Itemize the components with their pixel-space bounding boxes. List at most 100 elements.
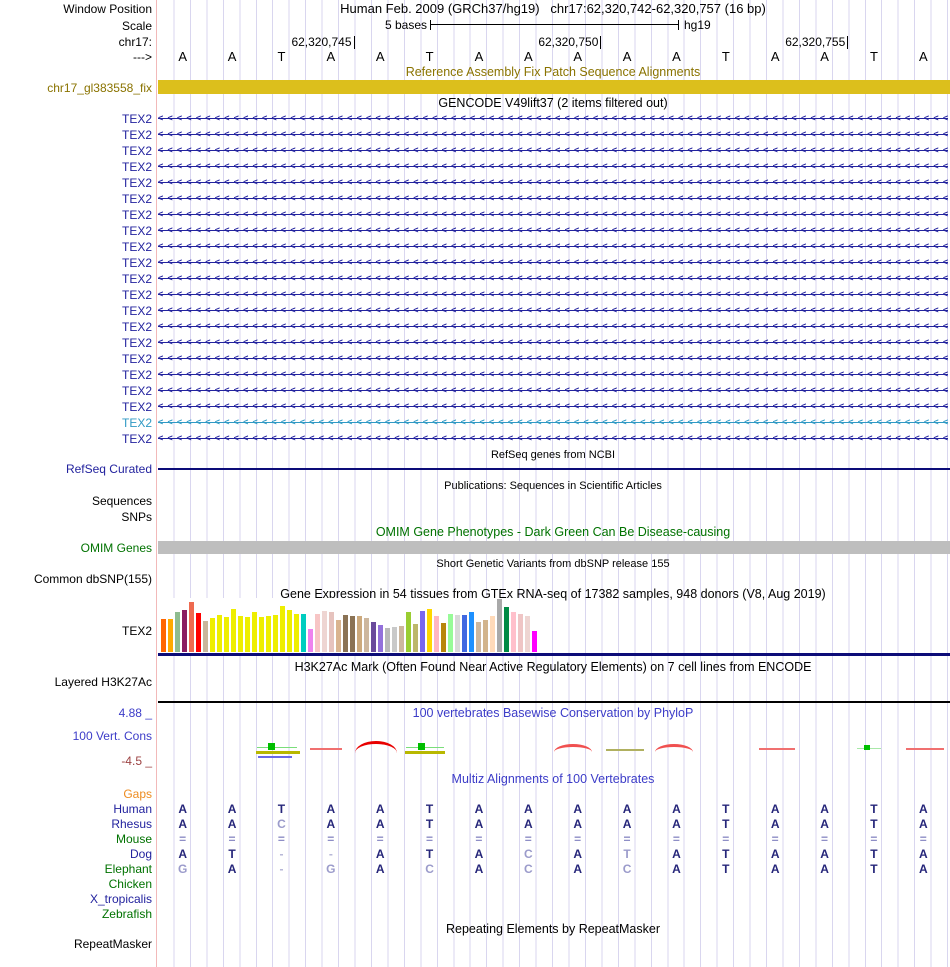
conservation-mark[interactable] — [906, 748, 944, 750]
gencode-gene-label[interactable]: TEX2 — [121, 352, 152, 366]
gencode-gene-model[interactable]: <<<<<<<<<<<<<<<<<<<<<<<<<<<<<<<<<<<<<<<<… — [158, 224, 948, 238]
snps-label[interactable]: SNPs — [121, 510, 152, 524]
gencode-gene-model[interactable]: <<<<<<<<<<<<<<<<<<<<<<<<<<<<<<<<<<<<<<<<… — [158, 192, 948, 206]
gencode-gene-label[interactable]: TEX2 — [121, 256, 152, 270]
gencode-gene-label[interactable]: TEX2 — [121, 160, 152, 174]
conservation-mark[interactable] — [606, 749, 644, 751]
multiz-species-label[interactable]: Rhesus — [111, 817, 152, 831]
gtex-tissue-bar[interactable] — [175, 612, 180, 652]
multiz-species-label[interactable]: Dog — [129, 847, 152, 861]
gtex-tissue-bar[interactable] — [266, 616, 271, 652]
gencode-gene-label[interactable]: TEX2 — [121, 208, 152, 222]
sequences-label[interactable]: Sequences — [91, 494, 152, 508]
gtex-tissue-bar[interactable] — [518, 614, 523, 652]
gtex-tissue-bar[interactable] — [280, 606, 285, 652]
gencode-gene-model[interactable]: <<<<<<<<<<<<<<<<<<<<<<<<<<<<<<<<<<<<<<<<… — [158, 432, 948, 446]
gtex-tissue-bar[interactable] — [406, 612, 411, 652]
refseq-gene-line[interactable] — [158, 468, 950, 470]
gtex-tissue-bar[interactable] — [182, 610, 187, 652]
gtex-tissue-bar[interactable] — [259, 617, 264, 652]
gencode-gene-model[interactable]: <<<<<<<<<<<<<<<<<<<<<<<<<<<<<<<<<<<<<<<<… — [158, 336, 948, 350]
conservation-mark[interactable] — [257, 747, 297, 748]
gencode-gene-label[interactable]: TEX2 — [121, 144, 152, 158]
gtex-tissue-bar[interactable] — [385, 628, 390, 652]
gtex-tissue-bar[interactable] — [231, 609, 236, 652]
gencode-gene-model[interactable]: <<<<<<<<<<<<<<<<<<<<<<<<<<<<<<<<<<<<<<<<… — [158, 352, 948, 366]
gencode-gene-label[interactable]: TEX2 — [121, 384, 152, 398]
multiz-species-label[interactable]: Human — [113, 802, 152, 816]
multiz-species-label[interactable]: Zebrafish — [101, 907, 152, 921]
gtex-tissue-bar[interactable] — [497, 599, 502, 652]
gtex-tissue-bar[interactable] — [329, 612, 334, 652]
gencode-gene-model[interactable]: <<<<<<<<<<<<<<<<<<<<<<<<<<<<<<<<<<<<<<<<… — [158, 176, 948, 190]
gencode-gene-model[interactable]: <<<<<<<<<<<<<<<<<<<<<<<<<<<<<<<<<<<<<<<<… — [158, 128, 948, 142]
fix-patch-track-label[interactable]: chr17_gl383558_fix — [47, 81, 152, 95]
gtex-tissue-bar[interactable] — [189, 602, 194, 652]
repeatmasker-label[interactable]: RepeatMasker — [73, 937, 152, 951]
gencode-gene-label[interactable]: TEX2 — [121, 224, 152, 238]
conservation-mark[interactable] — [418, 743, 425, 750]
gtex-tissue-bar[interactable] — [203, 621, 208, 652]
gencode-gene-label[interactable]: TEX2 — [121, 288, 152, 302]
gencode-gene-model[interactable]: <<<<<<<<<<<<<<<<<<<<<<<<<<<<<<<<<<<<<<<<… — [158, 256, 948, 270]
gtex-tissue-bar[interactable] — [364, 618, 369, 652]
gencode-gene-model[interactable]: <<<<<<<<<<<<<<<<<<<<<<<<<<<<<<<<<<<<<<<<… — [158, 144, 948, 158]
gtex-tissue-bar[interactable] — [322, 611, 327, 652]
conservation-peak[interactable] — [355, 741, 397, 753]
conservation-track-label[interactable]: 100 Vert. Cons — [72, 729, 152, 743]
gtex-tissue-bar[interactable] — [462, 615, 467, 652]
gencode-gene-model[interactable]: <<<<<<<<<<<<<<<<<<<<<<<<<<<<<<<<<<<<<<<<… — [158, 304, 948, 318]
multiz-species-label[interactable]: Elephant — [104, 862, 152, 876]
gencode-gene-label[interactable]: TEX2 — [121, 240, 152, 254]
gtex-tissue-bar[interactable] — [378, 625, 383, 652]
gtex-tissue-bar[interactable] — [483, 620, 488, 652]
gtex-tissue-bar[interactable] — [455, 615, 460, 652]
gencode-gene-model[interactable]: <<<<<<<<<<<<<<<<<<<<<<<<<<<<<<<<<<<<<<<<… — [158, 384, 948, 398]
gencode-gene-label[interactable]: TEX2 — [121, 272, 152, 286]
gtex-tissue-bar[interactable] — [210, 618, 215, 652]
gencode-gene-model[interactable]: <<<<<<<<<<<<<<<<<<<<<<<<<<<<<<<<<<<<<<<<… — [158, 240, 948, 254]
gencode-gene-model[interactable]: <<<<<<<<<<<<<<<<<<<<<<<<<<<<<<<<<<<<<<<<… — [158, 160, 948, 174]
gencode-gene-label[interactable]: TEX2 — [121, 416, 152, 430]
multiz-species-label[interactable]: X_tropicalis — [89, 892, 152, 906]
gtex-tissue-bar[interactable] — [511, 612, 516, 652]
gencode-gene-label[interactable]: TEX2 — [121, 112, 152, 126]
gtex-tissue-bar[interactable] — [448, 614, 453, 652]
conservation-mark[interactable] — [406, 747, 444, 748]
gencode-gene-label[interactable]: TEX2 — [121, 304, 152, 318]
gtex-tissue-bar[interactable] — [315, 614, 320, 652]
gtex-tissue-bar[interactable] — [525, 616, 530, 652]
gtex-tissue-bar[interactable] — [413, 624, 418, 652]
gtex-tissue-bar[interactable] — [350, 616, 355, 652]
gtex-tissue-bar[interactable] — [168, 619, 173, 652]
gtex-tissue-bar[interactable] — [441, 623, 446, 652]
gtex-gene-label[interactable]: TEX2 — [121, 624, 152, 638]
gtex-tissue-bar[interactable] — [392, 627, 397, 652]
gtex-tissue-bar[interactable] — [245, 617, 250, 652]
gencode-gene-label[interactable]: TEX2 — [121, 368, 152, 382]
multiz-species-label[interactable]: Chicken — [108, 877, 152, 891]
multiz-species-label[interactable]: Mouse — [115, 832, 152, 846]
gencode-gene-label[interactable]: TEX2 — [121, 432, 152, 446]
gtex-tissue-bar[interactable] — [217, 615, 222, 652]
gtex-tissue-bar[interactable] — [238, 616, 243, 652]
gtex-tissue-bar[interactable] — [294, 614, 299, 652]
conservation-mark[interactable] — [310, 748, 342, 750]
gencode-gene-model[interactable]: <<<<<<<<<<<<<<<<<<<<<<<<<<<<<<<<<<<<<<<<… — [158, 416, 948, 430]
conservation-peak[interactable] — [655, 744, 693, 752]
gtex-tissue-bar[interactable] — [399, 626, 404, 652]
gtex-tissue-bar[interactable] — [476, 622, 481, 652]
gencode-gene-label[interactable]: TEX2 — [121, 400, 152, 414]
gencode-gene-label[interactable]: TEX2 — [121, 192, 152, 206]
conservation-mark[interactable] — [268, 743, 275, 750]
gencode-gene-label[interactable]: TEX2 — [121, 320, 152, 334]
gtex-tissue-bar[interactable] — [357, 616, 362, 652]
conservation-mark[interactable] — [759, 748, 795, 750]
gtex-tissue-bar[interactable] — [308, 629, 313, 652]
omim-gene-bar[interactable] — [158, 541, 950, 554]
conservation-mark[interactable] — [864, 745, 870, 750]
conservation-mark[interactable] — [405, 751, 445, 754]
conservation-mark[interactable] — [256, 751, 300, 754]
gencode-gene-label[interactable]: TEX2 — [121, 176, 152, 190]
common-dbsnp-label[interactable]: Common dbSNP(155) — [33, 572, 152, 586]
